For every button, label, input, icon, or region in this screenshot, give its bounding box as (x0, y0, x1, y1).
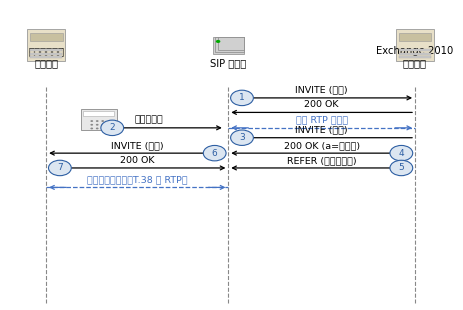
Bar (399, 49, 431, 51)
FancyBboxPatch shape (218, 37, 244, 50)
Text: 200 OK: 200 OK (120, 156, 155, 165)
Circle shape (96, 124, 99, 126)
FancyBboxPatch shape (399, 33, 432, 41)
Text: 3: 3 (239, 133, 245, 142)
Circle shape (231, 90, 253, 106)
Text: 2: 2 (109, 123, 115, 132)
Circle shape (231, 130, 253, 145)
Text: Exchange 2010
统一消息: Exchange 2010 统一消息 (376, 46, 454, 69)
Text: 200 OK (a=仅发送): 200 OK (a=仅发送) (284, 141, 360, 150)
FancyBboxPatch shape (215, 37, 244, 52)
Text: 传入的传真: 传入的传真 (135, 115, 164, 124)
FancyBboxPatch shape (81, 109, 117, 130)
Bar (30, 52, 62, 55)
FancyBboxPatch shape (213, 37, 244, 54)
Circle shape (101, 124, 104, 126)
Circle shape (90, 120, 93, 122)
Text: 双向 RTP 数据流: 双向 RTP 数据流 (295, 116, 348, 125)
Text: 5: 5 (399, 163, 404, 172)
FancyBboxPatch shape (396, 29, 434, 61)
Text: INVITE (语音): INVITE (语音) (295, 126, 348, 135)
Text: SIP 对等端: SIP 对等端 (210, 59, 246, 69)
Circle shape (101, 127, 104, 129)
Text: 7: 7 (57, 163, 63, 172)
Circle shape (90, 124, 93, 126)
Text: 1: 1 (239, 93, 245, 102)
FancyBboxPatch shape (30, 33, 63, 41)
Bar (30, 56, 62, 58)
Bar (399, 52, 431, 55)
FancyBboxPatch shape (83, 111, 114, 116)
Circle shape (101, 120, 124, 135)
Text: 双向媒体数据流（T.38 或 RTP）: 双向媒体数据流（T.38 或 RTP） (87, 175, 188, 184)
Text: REFER (传真终结点): REFER (传真终结点) (287, 156, 357, 165)
Circle shape (216, 40, 220, 43)
Text: 4: 4 (399, 149, 404, 158)
FancyBboxPatch shape (27, 29, 65, 61)
Text: INVITE (传真): INVITE (传真) (111, 141, 163, 150)
Text: 合作伙伴传真
解决方案: 合作伙伴传真 解决方案 (28, 46, 64, 69)
Circle shape (49, 160, 71, 176)
Circle shape (390, 160, 413, 176)
Bar (30, 49, 62, 51)
Circle shape (96, 120, 99, 122)
Circle shape (390, 145, 413, 161)
Circle shape (203, 145, 226, 161)
Circle shape (90, 127, 93, 129)
Bar (399, 56, 431, 58)
Circle shape (96, 127, 99, 129)
Text: INVITE (语音): INVITE (语音) (295, 86, 348, 95)
Circle shape (101, 120, 104, 122)
Text: 200 OK: 200 OK (304, 100, 339, 109)
Text: 6: 6 (212, 149, 218, 158)
